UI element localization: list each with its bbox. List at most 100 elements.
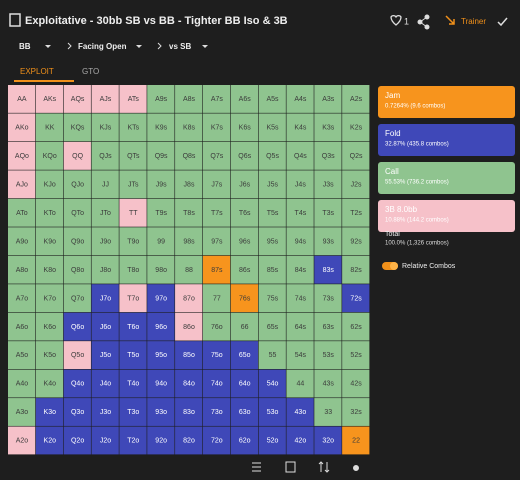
hand-label: J4o bbox=[100, 381, 111, 388]
cell bbox=[119, 312, 147, 341]
dropdown-icon[interactable] bbox=[45, 45, 51, 48]
hand-label: T4o bbox=[127, 381, 139, 388]
hand-label: K6o bbox=[44, 324, 57, 331]
list-icon[interactable] bbox=[252, 462, 261, 472]
cell bbox=[91, 227, 119, 256]
cell bbox=[230, 255, 259, 284]
hand-label: 85s bbox=[267, 267, 279, 274]
hand-label: A2s bbox=[350, 96, 363, 103]
cell bbox=[35, 312, 64, 341]
nav-opponent[interactable]: vs SB bbox=[169, 42, 191, 51]
check-icon[interactable] bbox=[497, 17, 508, 27]
toggle-knob[interactable] bbox=[390, 262, 398, 270]
cell bbox=[175, 255, 203, 284]
trainer-icon[interactable] bbox=[445, 15, 455, 25]
cell bbox=[119, 369, 147, 398]
hand-label: ATo bbox=[16, 210, 28, 217]
hand-label: 96o bbox=[155, 324, 167, 331]
hand-label: 93o bbox=[155, 409, 167, 416]
cell bbox=[175, 141, 203, 170]
hand-label: TT bbox=[129, 210, 138, 217]
hand-label: Q9s bbox=[155, 153, 168, 160]
cell bbox=[91, 85, 119, 113]
cell bbox=[175, 341, 203, 370]
dropdown-icon[interactable] bbox=[136, 45, 142, 48]
cell bbox=[8, 198, 36, 227]
hand-label: K2s bbox=[350, 125, 363, 132]
hand-label: 62s bbox=[350, 324, 362, 331]
cell bbox=[63, 312, 91, 341]
dropdown-icon[interactable] bbox=[202, 45, 208, 48]
share-icon-2[interactable] bbox=[353, 465, 359, 471]
cell bbox=[202, 85, 231, 113]
like-icon[interactable] bbox=[390, 15, 402, 26]
hand-label: 55 bbox=[269, 352, 277, 359]
sort-icon[interactable] bbox=[318, 461, 330, 473]
hand-label: Q5o bbox=[71, 352, 84, 359]
hand-label: QTo bbox=[71, 210, 84, 217]
cell bbox=[202, 284, 231, 313]
hand-label: T7s bbox=[211, 210, 223, 217]
cell bbox=[202, 341, 231, 370]
legend-box bbox=[378, 86, 515, 118]
cell bbox=[91, 170, 119, 199]
cell bbox=[8, 312, 36, 341]
cell bbox=[63, 341, 91, 370]
toggle-label: Relative Combos bbox=[402, 263, 456, 270]
hand-label: T9o bbox=[127, 238, 139, 245]
hand-label: K3o bbox=[44, 409, 57, 416]
hand-label: J5s bbox=[267, 181, 278, 188]
cell bbox=[8, 369, 36, 398]
tab-gto[interactable]: GTO bbox=[82, 67, 99, 76]
cell bbox=[63, 255, 91, 284]
hand-label: J7s bbox=[211, 181, 222, 188]
legend-name: Call bbox=[385, 167, 399, 176]
hand-label: KJo bbox=[44, 181, 56, 188]
hand-label: 92o bbox=[155, 438, 167, 445]
nav-action[interactable]: Facing Open bbox=[78, 42, 127, 51]
cell bbox=[175, 369, 203, 398]
cell bbox=[258, 284, 286, 313]
table-icon[interactable] bbox=[285, 461, 296, 473]
cell bbox=[258, 198, 286, 227]
cell bbox=[258, 85, 286, 113]
cell bbox=[147, 170, 175, 199]
legend-box bbox=[378, 200, 515, 232]
hand-label: J3s bbox=[323, 181, 334, 188]
cell bbox=[119, 113, 147, 142]
hand-label: Q8o bbox=[71, 267, 84, 274]
cell bbox=[314, 141, 342, 170]
cell bbox=[286, 85, 314, 113]
hand-label: AJs bbox=[100, 96, 112, 103]
cell bbox=[286, 341, 314, 370]
hand-label: T5s bbox=[267, 210, 279, 217]
cell bbox=[230, 227, 259, 256]
cell bbox=[8, 170, 36, 199]
tab-exploit[interactable]: EXPLOIT bbox=[20, 67, 54, 76]
hand-label: A8o bbox=[16, 267, 29, 274]
hand-label: 76s bbox=[239, 295, 251, 302]
hand-label: Q3o bbox=[71, 409, 84, 416]
hand-label: A5s bbox=[267, 96, 280, 103]
hand-label: JJ bbox=[102, 181, 109, 188]
cell bbox=[342, 426, 370, 455]
total-label: Total bbox=[385, 231, 400, 238]
cell bbox=[91, 369, 119, 398]
cell bbox=[286, 227, 314, 256]
hand-label: 77 bbox=[213, 295, 221, 302]
nav-position[interactable]: BB bbox=[19, 42, 31, 51]
cell bbox=[91, 341, 119, 370]
hand-label: 62o bbox=[239, 438, 251, 445]
hand-label: A2o bbox=[16, 438, 29, 445]
cell bbox=[147, 369, 175, 398]
cell bbox=[230, 369, 259, 398]
trainer-link[interactable]: Trainer bbox=[461, 17, 486, 26]
hand-label: Q8s bbox=[183, 153, 196, 160]
cell bbox=[91, 198, 119, 227]
hand-label: 88 bbox=[185, 267, 193, 274]
share-icon[interactable] bbox=[417, 14, 430, 30]
cell bbox=[314, 85, 342, 113]
hand-label: 32s bbox=[350, 409, 362, 416]
cell bbox=[63, 85, 91, 113]
